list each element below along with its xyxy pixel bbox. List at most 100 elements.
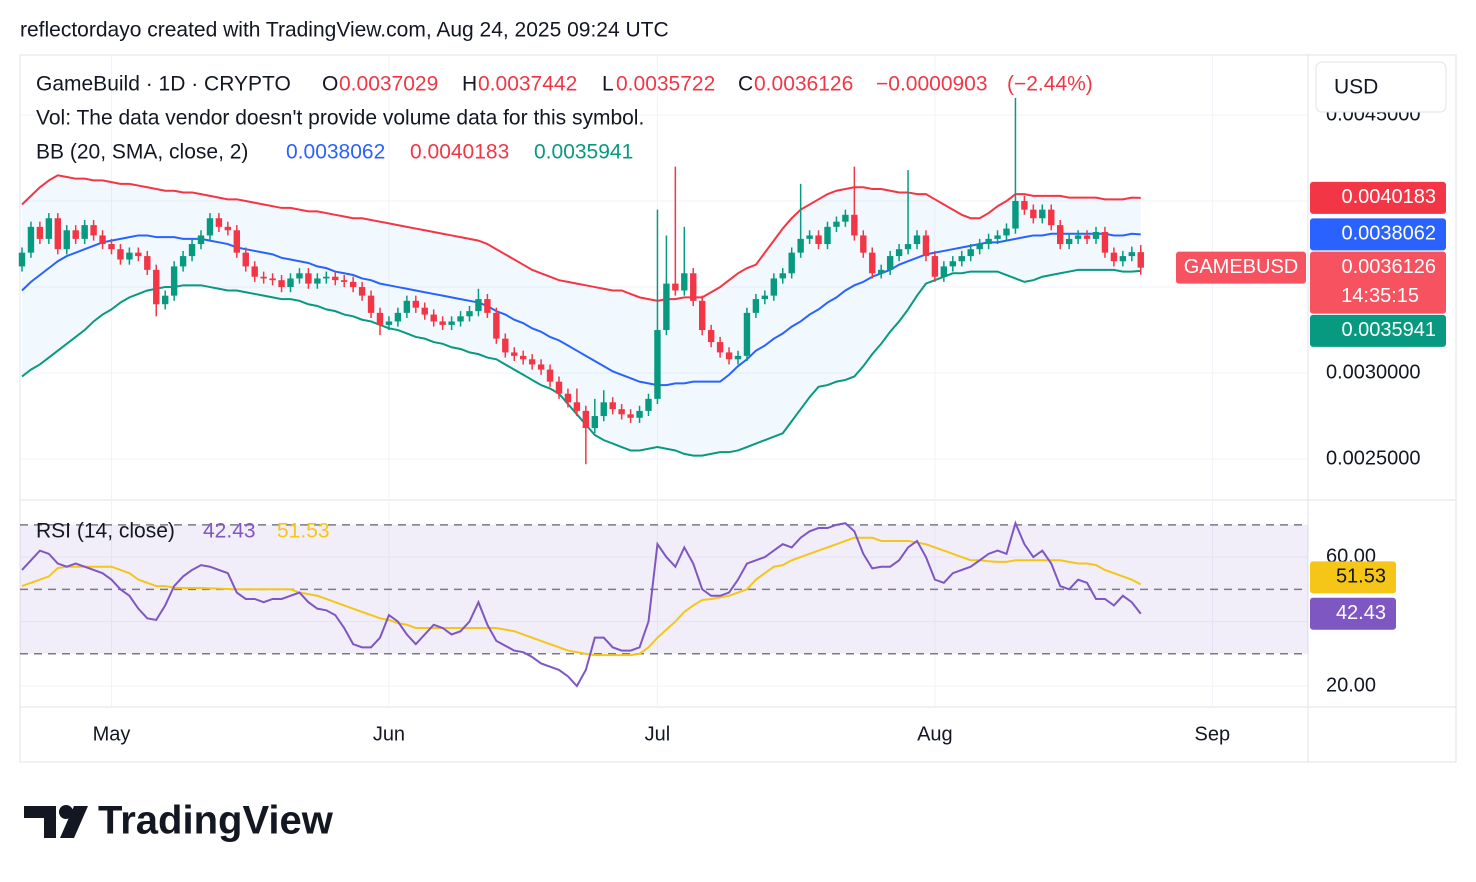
candle-body bbox=[457, 316, 464, 322]
candle-body bbox=[645, 398, 652, 411]
candle-body bbox=[341, 280, 348, 282]
candle-body bbox=[725, 352, 733, 360]
candle-body bbox=[627, 414, 634, 418]
bb-upper-value: 0.0040183 bbox=[410, 141, 509, 164]
candle-body bbox=[681, 273, 688, 291]
candle-body bbox=[493, 312, 500, 339]
candle-body bbox=[815, 235, 822, 245]
candle-body bbox=[949, 261, 956, 267]
candle-body bbox=[144, 256, 151, 270]
candle-body bbox=[251, 266, 258, 277]
candle-body bbox=[564, 393, 572, 403]
candle-body bbox=[994, 235, 1001, 239]
candle-body bbox=[117, 249, 124, 260]
candle-body bbox=[1065, 238, 1073, 245]
bb-label: BB (20, SMA, close, 2) bbox=[36, 141, 248, 164]
logo-mark bbox=[24, 805, 88, 838]
candle-body bbox=[573, 402, 581, 411]
rsi-ma-badge-box bbox=[1310, 561, 1396, 594]
ohlc-label: H bbox=[462, 73, 477, 96]
candle-body bbox=[260, 276, 267, 279]
candle-body bbox=[162, 295, 169, 305]
candle-body bbox=[36, 226, 44, 239]
candle-body bbox=[376, 312, 384, 325]
candle-body bbox=[287, 278, 294, 288]
candle-body bbox=[412, 300, 419, 308]
candle-body bbox=[1128, 252, 1135, 257]
candle-body bbox=[179, 256, 187, 267]
bb-lower-badge: 0.0035941 bbox=[1341, 319, 1436, 341]
ohlc-label: L bbox=[602, 73, 614, 96]
ohlc-label: C bbox=[738, 73, 753, 96]
candle-body bbox=[323, 276, 330, 279]
candle-body bbox=[421, 307, 428, 315]
y-tick-label: 0.0030000 bbox=[1326, 361, 1421, 383]
candle-body bbox=[886, 256, 894, 270]
candle-body bbox=[1083, 235, 1091, 239]
candle-body bbox=[761, 295, 769, 300]
candle-body bbox=[439, 321, 446, 325]
candle-body bbox=[672, 283, 679, 291]
candle-body bbox=[654, 330, 661, 399]
candle-body bbox=[797, 238, 804, 253]
bb-basis-badge-box bbox=[1310, 218, 1446, 251]
x-tick-label: Aug bbox=[917, 723, 953, 745]
candle-body bbox=[72, 230, 79, 239]
candle-body bbox=[108, 244, 115, 250]
bb-upper-badge: 0.0040183 bbox=[1341, 186, 1436, 208]
countdown: 14:35:15 bbox=[1341, 285, 1419, 307]
x-tick-label: Sep bbox=[1195, 723, 1231, 745]
x-tick-label: Jul bbox=[645, 723, 671, 745]
candle-body bbox=[1119, 256, 1127, 262]
candle-body bbox=[242, 252, 249, 267]
candle-body bbox=[170, 266, 178, 296]
candle-body bbox=[931, 256, 939, 277]
candle-body bbox=[537, 364, 545, 370]
candle-body bbox=[358, 287, 366, 296]
ohlc-label: O bbox=[322, 73, 338, 96]
symbol: GameBuild · 1D · CRYPTO bbox=[36, 73, 291, 96]
high-value: 0.0037442 bbox=[478, 73, 577, 96]
candle-body bbox=[618, 409, 625, 415]
candle-body bbox=[1039, 209, 1046, 219]
candle-body bbox=[1101, 232, 1109, 253]
bb-basis bbox=[21, 232, 1141, 387]
bb-lower bbox=[21, 268, 1141, 457]
y-tick-label: 0.0025000 bbox=[1326, 447, 1421, 469]
candle-body bbox=[1074, 235, 1082, 239]
candle-body bbox=[448, 321, 455, 325]
frame bbox=[19, 54, 1457, 763]
candle-body bbox=[833, 221, 840, 227]
candle-body bbox=[904, 244, 912, 250]
candle-body bbox=[922, 235, 930, 257]
credit: reflectordayo created with TradingView.c… bbox=[20, 19, 669, 42]
candle-body bbox=[734, 355, 742, 360]
candle-body bbox=[126, 252, 133, 260]
close-badge-box bbox=[1310, 251, 1446, 314]
candle-body bbox=[90, 225, 97, 236]
rsi-ma bbox=[21, 536, 1142, 657]
candle-body bbox=[1092, 232, 1100, 239]
candle-body bbox=[842, 214, 849, 222]
rsi-badge-box bbox=[1310, 597, 1396, 630]
ticker-badge-box bbox=[1176, 251, 1306, 284]
x-tick-label: Jun bbox=[373, 723, 405, 745]
bb-lower-badge-box bbox=[1310, 314, 1446, 347]
candle-body bbox=[663, 283, 670, 331]
candle-body bbox=[54, 218, 61, 250]
close-badge: 0.0036126 bbox=[1341, 256, 1436, 278]
candle-body bbox=[367, 295, 375, 313]
candle-body bbox=[278, 280, 285, 288]
candle-body bbox=[555, 381, 563, 394]
logo-text: TradingView bbox=[98, 799, 334, 843]
candle-body bbox=[27, 226, 35, 253]
candle-body bbox=[636, 410, 643, 418]
candle-body bbox=[520, 355, 527, 360]
low-value: 0.0035722 bbox=[616, 73, 715, 96]
candle-body bbox=[403, 300, 411, 313]
candle-body bbox=[600, 402, 607, 417]
candle-body bbox=[18, 252, 26, 267]
candle-body bbox=[1110, 252, 1118, 262]
